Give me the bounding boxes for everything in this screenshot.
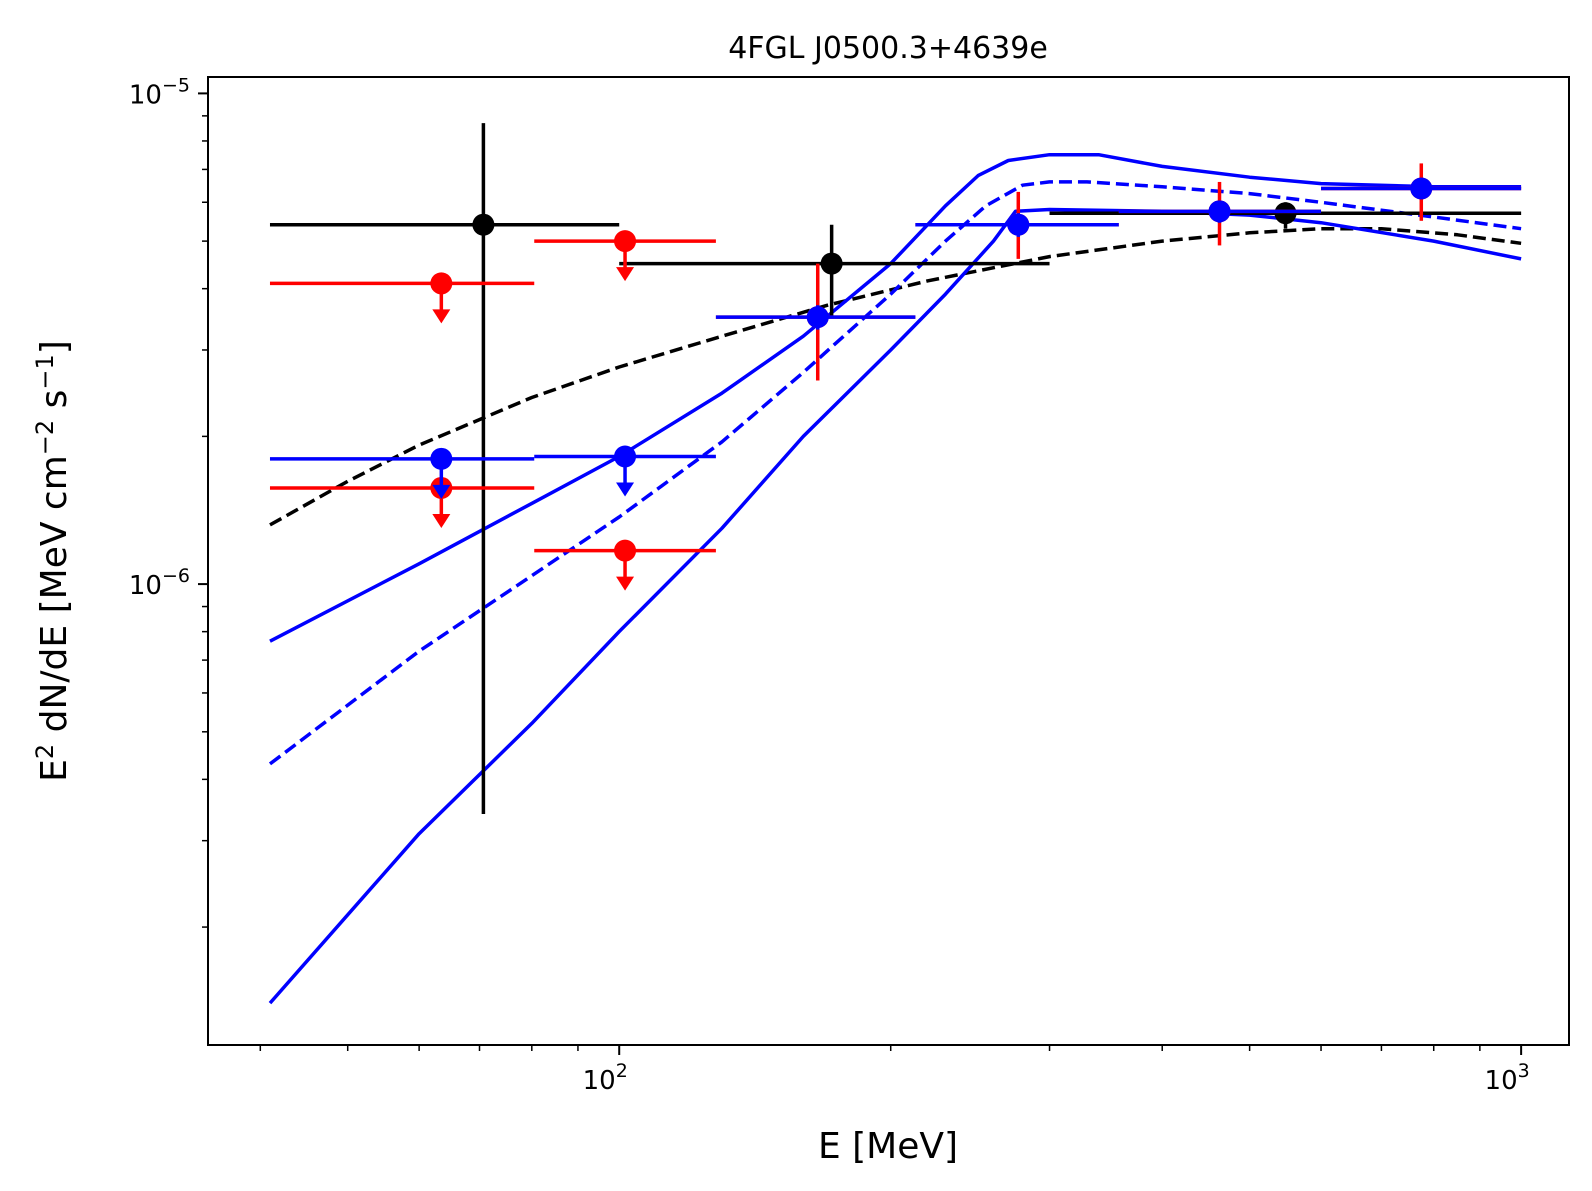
y-label-sup3: −1 xyxy=(31,354,59,389)
data-marker xyxy=(820,252,843,275)
data-marker xyxy=(1208,200,1231,223)
axis-ticks: 102 103 10−6 10−5 xyxy=(129,74,1530,1096)
plot-frame xyxy=(207,76,1570,1046)
upper-limit-arrow xyxy=(616,482,635,497)
data-marker xyxy=(430,447,453,470)
red-points-point xyxy=(269,272,535,324)
data-points xyxy=(269,123,1522,814)
blue-points-point xyxy=(1321,177,1522,200)
upper-limit-arrow xyxy=(616,267,635,282)
blue-points-point xyxy=(1118,200,1322,223)
black-points xyxy=(269,123,1522,814)
data-marker xyxy=(614,539,637,562)
blue-points-point xyxy=(715,305,916,330)
x-axis-label: E [MeV] xyxy=(818,1126,958,1167)
black-points-point xyxy=(1049,202,1522,229)
y-axis-label: E2 dN/dE [MeV cm−2 s−1] xyxy=(31,340,75,782)
data-marker xyxy=(614,445,637,468)
red-points-point xyxy=(534,230,716,282)
y-tick-label: 10−5 xyxy=(129,74,190,110)
upper-limit-arrow xyxy=(432,513,451,528)
x-tick-label: 103 xyxy=(1485,1060,1530,1096)
upper-limit-arrow xyxy=(432,484,451,499)
y-label-end: ] xyxy=(34,340,75,354)
upper-limit-arrow xyxy=(616,576,635,591)
y-label-sup1: 2 xyxy=(31,744,59,759)
data-marker xyxy=(806,306,829,329)
y-tick-label: 10−6 xyxy=(129,565,190,601)
red-points-point xyxy=(534,539,716,591)
upper-limit-arrow xyxy=(432,309,451,324)
y-label-mid2: s xyxy=(34,390,75,420)
black-points-point xyxy=(269,123,620,814)
blue-upper-band xyxy=(269,152,1522,643)
blue-points xyxy=(269,177,1522,499)
data-marker xyxy=(1410,177,1433,200)
data-marker xyxy=(472,213,495,236)
y-label-base: E xyxy=(34,759,75,782)
plot-area xyxy=(208,77,1569,1045)
data-marker xyxy=(1007,213,1030,236)
data-marker xyxy=(1274,202,1297,225)
data-marker xyxy=(430,272,453,295)
x-tick-label: 102 xyxy=(583,1060,628,1096)
data-marker xyxy=(614,230,637,253)
blue-points-point xyxy=(534,445,716,497)
y-label-mid: dN/dE [MeV cm xyxy=(34,455,75,744)
blue-points-point xyxy=(915,213,1119,237)
y-label-sup2: −2 xyxy=(31,420,59,455)
blue-points-point xyxy=(269,447,535,499)
black-points-point xyxy=(619,224,1050,318)
chart-title: 4FGL J0500.3+4639e xyxy=(728,31,1048,66)
blue-dashed-model xyxy=(268,180,1522,766)
